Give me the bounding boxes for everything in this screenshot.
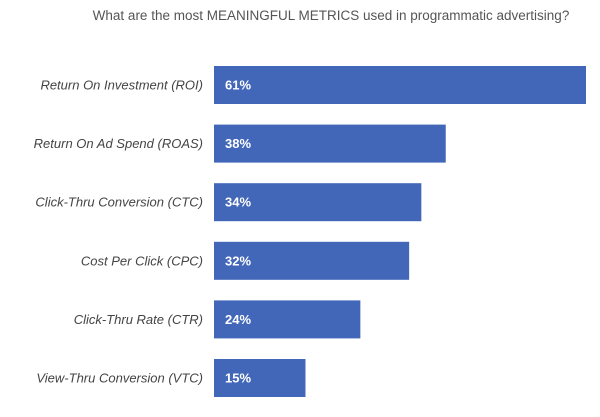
data-label: 24% [225, 312, 251, 327]
category-label: View-Thru Conversion (VTC) [36, 371, 203, 386]
category-label: Click-Thru Rate (CTR) [74, 312, 203, 327]
bar [214, 359, 306, 397]
bar [214, 300, 361, 339]
data-label: 34% [225, 195, 251, 210]
category-label: Return On Investment (ROI) [40, 78, 203, 93]
bar [214, 183, 422, 222]
data-label: 38% [225, 136, 251, 151]
data-label: 15% [225, 371, 251, 386]
data-label: 61% [225, 78, 251, 93]
data-label: 32% [225, 253, 251, 268]
bar [214, 124, 446, 163]
category-label: Cost Per Click (CPC) [81, 253, 203, 268]
bars-layer: Return On Investment (ROI) 61% Return On A… [34, 66, 586, 397]
bar [214, 241, 410, 280]
bar [214, 66, 586, 104]
category-label: Click-Thru Conversion (CTC) [35, 195, 203, 210]
chart-title: What are the most MEANINGFUL METRICS use… [92, 8, 570, 23]
category-label: Return On Ad Spend (ROAS) [34, 136, 203, 151]
